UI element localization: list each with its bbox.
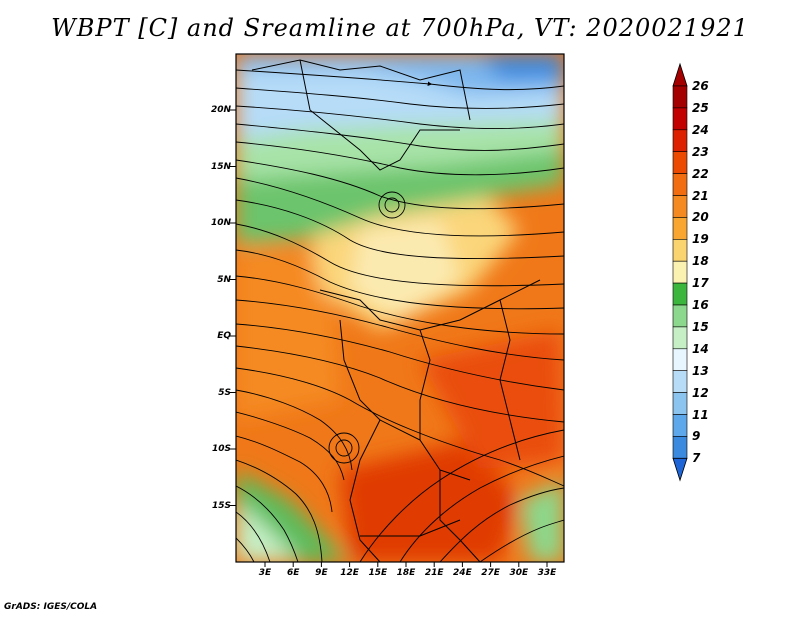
- colorbar-label: 9: [692, 429, 701, 444]
- colorbar-bottom-arrow: [672, 457, 688, 482]
- colorbar-label: 12: [692, 385, 709, 400]
- colorbar-label: 17: [692, 276, 709, 291]
- lon-label: 6E: [286, 568, 300, 578]
- colorbar-label: 14: [692, 341, 709, 356]
- colorbar-label: 20: [692, 210, 709, 225]
- streamlines: [236, 69, 564, 562]
- colorbar-segment: [672, 326, 688, 350]
- colorbar-segment: [672, 348, 688, 371]
- colorbar-label: 26: [692, 79, 709, 93]
- colorbar-segment: [672, 239, 688, 262]
- country-borders: [251, 59, 541, 562]
- colorbar-segment: [672, 217, 688, 240]
- lon-label: 33E: [537, 568, 557, 578]
- longitude-ticks: [264, 562, 548, 567]
- lon-label: 30E: [509, 568, 529, 578]
- colorbar-label: 21: [692, 188, 709, 203]
- lon-label: 18E: [396, 568, 416, 578]
- colorbar-segment: [672, 282, 688, 306]
- lon-label: 27E: [481, 568, 500, 578]
- colorbar-label: 13: [692, 363, 709, 378]
- colorbar-segment: [672, 107, 688, 131]
- lat-label: 5N: [217, 274, 231, 285]
- lat-label: 15N: [210, 161, 231, 172]
- lon-label: 12E: [340, 568, 359, 578]
- colorbar-label: 19: [692, 232, 709, 247]
- lat-label: 5S: [218, 387, 231, 398]
- colorbar-label: 22: [692, 166, 709, 181]
- latitude-ticks: [230, 109, 236, 506]
- colorbar-segment: [672, 85, 688, 109]
- colorbar-label: 11: [692, 407, 709, 422]
- colorbar-label: 24: [692, 122, 709, 137]
- colorbar-segment: [672, 436, 688, 459]
- colorbar-segment: [672, 129, 688, 153]
- colorbar-label: 23: [692, 144, 709, 159]
- lat-label: 10N: [210, 218, 231, 228]
- colorbar-label: 16: [692, 298, 709, 312]
- lon-label: 3E: [258, 568, 272, 578]
- colorbar-label: 18: [692, 254, 709, 269]
- lat-label: 10S: [211, 444, 231, 454]
- lon-label: 21E: [424, 568, 444, 578]
- lat-label: 20N: [210, 105, 231, 115]
- colorbar-segment: [672, 151, 688, 174]
- colorbar-segment: [672, 173, 688, 196]
- colorbar-segment: [672, 370, 688, 393]
- colorbar-segment: [672, 260, 688, 284]
- chart-title: WBPT [C] and Sreamline at 700hPa, VT: 20…: [51, 14, 749, 42]
- colorbar-label: 25: [692, 100, 709, 115]
- lon-label: 9E: [315, 568, 328, 578]
- wbpt-field: [236, 54, 564, 562]
- colorbar-segment: [672, 414, 688, 437]
- colorbar-segment: [672, 392, 688, 415]
- colorbar-label: 7: [692, 451, 701, 466]
- map-frame: [235, 53, 565, 563]
- lon-label: 15E: [368, 568, 388, 578]
- colorbar-segment: [672, 195, 688, 218]
- lat-label: EQ: [217, 331, 231, 341]
- colorbar: [672, 62, 688, 482]
- grads-credit: GrADS: IGES/COLA: [4, 602, 98, 612]
- colorbar-label: 15: [692, 319, 709, 334]
- lat-label: 15S: [211, 500, 231, 511]
- colorbar-top-arrow: [672, 62, 688, 87]
- colorbar-segment: [672, 304, 688, 328]
- lon-label: 24E: [453, 568, 472, 578]
